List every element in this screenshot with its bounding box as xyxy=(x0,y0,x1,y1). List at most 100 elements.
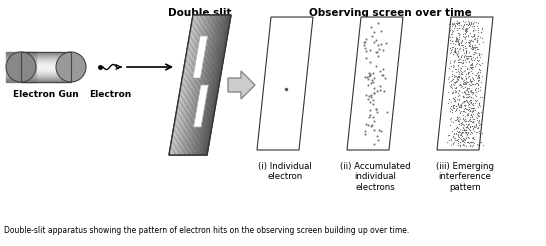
Bar xyxy=(21,54,71,55)
Bar xyxy=(6,58,36,59)
Polygon shape xyxy=(194,15,219,155)
Polygon shape xyxy=(192,15,217,155)
Bar xyxy=(21,72,71,73)
Bar xyxy=(6,71,36,72)
Bar xyxy=(6,59,36,60)
Bar xyxy=(21,58,71,59)
Bar xyxy=(21,76,71,77)
Text: Double slit: Double slit xyxy=(168,8,232,18)
Polygon shape xyxy=(171,15,197,155)
Bar xyxy=(21,62,71,63)
Polygon shape xyxy=(188,15,213,155)
Bar xyxy=(21,81,71,82)
Bar xyxy=(21,59,71,60)
Bar xyxy=(6,75,36,76)
Bar xyxy=(21,71,71,72)
Bar xyxy=(6,65,36,66)
Bar xyxy=(21,78,71,79)
Bar xyxy=(6,78,36,79)
Bar xyxy=(6,74,36,75)
Polygon shape xyxy=(182,15,207,155)
Bar xyxy=(21,63,71,64)
Bar xyxy=(21,74,71,75)
Polygon shape xyxy=(189,15,215,155)
Bar xyxy=(21,64,71,65)
Polygon shape xyxy=(175,15,200,155)
Bar xyxy=(6,67,36,68)
Bar xyxy=(6,61,36,62)
Polygon shape xyxy=(257,17,313,150)
Polygon shape xyxy=(199,15,224,155)
Polygon shape xyxy=(174,15,199,155)
Bar xyxy=(6,63,36,64)
Polygon shape xyxy=(178,15,203,155)
Bar xyxy=(21,80,71,81)
Bar xyxy=(6,62,36,63)
Bar xyxy=(21,56,71,57)
Bar xyxy=(6,70,36,71)
Polygon shape xyxy=(169,15,231,155)
Polygon shape xyxy=(183,15,208,155)
Bar xyxy=(6,76,36,77)
Bar xyxy=(21,65,71,66)
Bar xyxy=(21,79,71,80)
Ellipse shape xyxy=(56,52,86,82)
Bar xyxy=(6,64,36,65)
Polygon shape xyxy=(198,15,223,155)
Polygon shape xyxy=(347,17,403,150)
Text: (ii) Accumulated
individual
electrons: (ii) Accumulated individual electrons xyxy=(340,162,410,192)
Polygon shape xyxy=(195,15,221,155)
Bar xyxy=(21,52,71,82)
Bar xyxy=(6,54,36,55)
Text: Double-slit apparatus showing the pattern of electron hits on the observing scre: Double-slit apparatus showing the patter… xyxy=(4,226,410,235)
Bar xyxy=(21,66,71,67)
Bar xyxy=(21,61,71,62)
Bar xyxy=(6,72,36,73)
Polygon shape xyxy=(202,15,227,155)
Bar xyxy=(21,69,71,70)
Polygon shape xyxy=(193,36,207,78)
Text: (iii) Emerging
interference
pattern: (iii) Emerging interference pattern xyxy=(436,162,494,192)
Ellipse shape xyxy=(6,52,36,82)
Bar xyxy=(6,53,36,54)
Bar xyxy=(6,52,36,53)
Polygon shape xyxy=(203,15,228,155)
Polygon shape xyxy=(201,15,226,155)
Bar xyxy=(21,57,71,58)
Polygon shape xyxy=(179,15,204,155)
Bar xyxy=(6,69,36,70)
Bar xyxy=(21,75,71,76)
Bar xyxy=(6,79,36,80)
Polygon shape xyxy=(197,15,222,155)
Polygon shape xyxy=(204,15,230,155)
Bar xyxy=(21,68,71,69)
Bar xyxy=(21,73,71,74)
Text: Observing screen over time: Observing screen over time xyxy=(308,8,471,18)
Text: Electron: Electron xyxy=(89,90,131,99)
Polygon shape xyxy=(191,15,216,155)
Polygon shape xyxy=(176,15,202,155)
Bar xyxy=(6,73,36,74)
Bar xyxy=(6,60,36,61)
Text: (i) Individual
electron: (i) Individual electron xyxy=(258,162,312,181)
Bar xyxy=(6,55,36,56)
Polygon shape xyxy=(173,15,198,155)
Bar xyxy=(21,52,71,53)
Bar xyxy=(21,55,71,56)
Bar xyxy=(6,56,36,57)
Polygon shape xyxy=(184,15,210,155)
Polygon shape xyxy=(228,71,255,99)
Polygon shape xyxy=(437,17,493,150)
Bar xyxy=(21,77,71,78)
Bar xyxy=(21,67,71,68)
Bar xyxy=(6,68,36,69)
Bar xyxy=(21,53,71,54)
Bar xyxy=(6,66,36,67)
Text: Electron Gun: Electron Gun xyxy=(13,90,79,99)
Polygon shape xyxy=(206,15,231,155)
Bar xyxy=(6,57,36,58)
Bar xyxy=(21,70,71,71)
Bar xyxy=(6,80,36,81)
Polygon shape xyxy=(180,15,206,155)
Polygon shape xyxy=(194,85,209,127)
